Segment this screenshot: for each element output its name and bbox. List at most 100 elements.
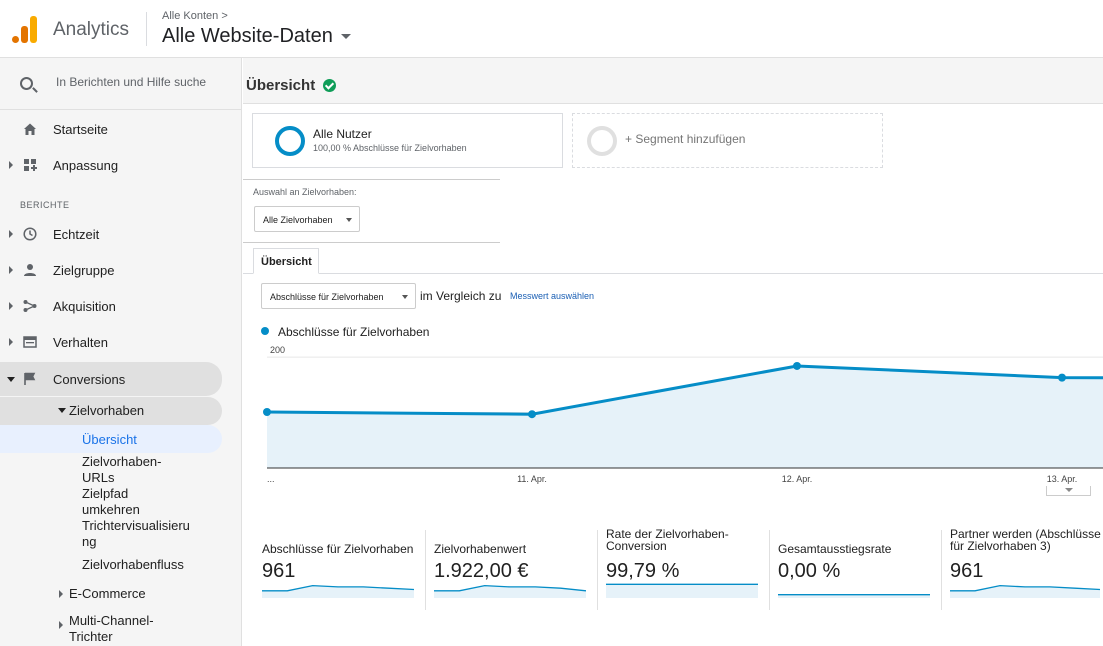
expand-arrow-icon: [9, 302, 13, 310]
sidebar-item-label: Conversions: [53, 372, 126, 387]
sidebar-item-acquisition[interactable]: Akquisition: [0, 291, 222, 321]
segment-name: Alle Nutzer: [313, 127, 372, 141]
search-input[interactable]: [56, 75, 206, 89]
choose-metric-link[interactable]: Messwert auswählen: [510, 291, 595, 301]
header-divider: [146, 12, 147, 46]
tab-overview[interactable]: Übersicht: [253, 248, 319, 274]
verified-check-icon: [323, 79, 336, 92]
compare-label: im Vergleich zu: [420, 289, 502, 303]
chevron-down-icon: [346, 218, 352, 222]
kpi-sparkline: [262, 584, 414, 598]
kpi-divider: [425, 530, 426, 610]
sparkline-area: [778, 594, 930, 598]
chart-expand-handle[interactable]: [1046, 486, 1091, 496]
page-title: Übersicht: [246, 77, 316, 94]
series-area: [267, 365, 1103, 468]
kpi-sparkline: [950, 584, 1100, 598]
kpi-card[interactable]: Abschlüsse für Zielvorhaben 961: [262, 528, 427, 613]
goal-select-label: Auswahl an Zielvorhaben:: [253, 187, 357, 197]
sidebar-item-customization[interactable]: Anpassung: [0, 150, 222, 180]
clock-icon: [23, 227, 37, 241]
kpi-value: 0,00 %: [778, 560, 841, 582]
sidebar-item-realtime[interactable]: Echtzeit: [0, 219, 222, 249]
expand-arrow-icon: [9, 230, 13, 238]
sidebar-item-label: Anpassung: [53, 158, 119, 173]
kpi-divider: [941, 530, 942, 610]
metric-select-value: Abschlüsse für Zielvorhaben: [270, 292, 384, 302]
sidebar-item-goals-overview[interactable]: Übersicht: [82, 432, 137, 447]
kpi-card[interactable]: Zielvorhabenwert 1.922,00 €: [434, 528, 599, 613]
sidebar-item-behavior[interactable]: Verhalten: [0, 327, 222, 357]
data-point[interactable]: [528, 410, 536, 419]
data-point[interactable]: [1058, 373, 1066, 382]
property-name: Alle Website-Daten: [162, 25, 333, 47]
tab-divider: [243, 273, 1103, 274]
goal-select-value: Alle Zielvorhaben: [263, 215, 333, 225]
sidebar-item-label: Echtzeit: [53, 227, 100, 242]
acquisition-icon: [23, 300, 37, 312]
add-segment-label: + Segment hinzufügen: [625, 132, 746, 146]
sidebar-item-goal-urls[interactable]: Zielvorhaben-URLs: [82, 454, 162, 485]
sidebar-item-label: Akquisition: [53, 299, 116, 314]
home-icon: [24, 123, 36, 135]
empty-segment-ring-icon: [587, 126, 617, 156]
kpi-divider: [769, 530, 770, 610]
kpi-name: Rate der Zielvorhaben-Conversion: [606, 527, 729, 553]
analytics-logo-icon[interactable]: [12, 15, 38, 43]
sidebar-item-home[interactable]: Startseite: [0, 114, 222, 144]
expand-arrow-icon: [9, 338, 13, 346]
sidebar-item-funnel-visualization[interactable]: Trichtervisualisierung: [82, 518, 190, 549]
sidebar-item-goal-flow[interactable]: Zielvorhabenfluss: [82, 557, 184, 572]
selected-highlight: [0, 425, 222, 453]
collapse-arrow-icon: [7, 377, 15, 382]
kpi-sparkline: [434, 584, 586, 598]
sidebar-item-conversions[interactable]: Conversions: [0, 362, 222, 396]
x-tick-label: 11. Apr.: [517, 474, 547, 484]
x-tick-label: 13. Apr.: [1047, 474, 1078, 484]
sidebar-item-goals[interactable]: Zielvorhaben: [0, 397, 222, 425]
search-icon: [20, 77, 33, 90]
kpi-card[interactable]: Gesamtausstiegsrate 0,00 %: [778, 528, 943, 613]
app-title: Analytics: [53, 19, 130, 40]
caret-down-icon: [340, 34, 351, 40]
person-icon: [24, 264, 36, 276]
sidebar-item-reverse-goal-path[interactable]: Zielpfad umkehren: [82, 486, 140, 517]
goal-select-dropdown[interactable]: Alle Zielvorhaben: [254, 206, 360, 232]
segment-subtitle: 100,00 % Abschlüsse für Zielvorhaben: [313, 143, 467, 153]
top-bar: Analytics Alle Konten > Alle Website-Dat…: [0, 0, 1103, 58]
sparkline-area: [606, 584, 758, 598]
property-selector[interactable]: Alle Website-Daten: [162, 25, 351, 48]
legend-marker: [261, 327, 269, 335]
sidebar-item-label: Zielvorhaben: [69, 403, 145, 418]
expand-arrow-icon: [9, 266, 13, 274]
kpi-name: Zielvorhabenwert: [434, 542, 527, 556]
sidebar-item-label: Startseite: [53, 122, 108, 137]
sidebar-item-multichannel[interactable]: Multi-Channel-Trichter: [0, 607, 222, 644]
sidebar-item-audience[interactable]: Zielgruppe: [0, 255, 222, 285]
chevron-down-icon: [402, 295, 408, 299]
dashboard-icon: [24, 159, 37, 171]
breadcrumb[interactable]: Alle Konten >: [162, 10, 228, 22]
sidebar-item-label: E-Commerce: [69, 586, 146, 601]
x-tick-label: ...: [267, 474, 275, 484]
kpi-value: 99,79 %: [606, 560, 680, 582]
kpi-divider: [597, 530, 598, 610]
kpi-name: Abschlüsse für Zielvorhaben: [262, 542, 414, 556]
expand-arrow-icon: [59, 621, 63, 629]
y-tick-label: 200: [270, 346, 285, 355]
segment-all-users[interactable]: Alle Nutzer 100,00 % Abschlüsse für Ziel…: [252, 113, 563, 168]
data-point[interactable]: [793, 361, 801, 370]
kpi-value: 961: [950, 560, 984, 582]
metric-select-dropdown[interactable]: Abschlüsse für Zielvorhaben: [261, 283, 416, 309]
data-point[interactable]: [263, 407, 271, 416]
kpi-card[interactable]: Rate der Zielvorhaben-Conversion 99,79 %: [606, 528, 771, 613]
kpi-name: Partner werden (Abschlüsse für Zielvorha…: [950, 527, 1101, 553]
goal-selection: Auswahl an Zielvorhaben: Alle Zielvorhab…: [243, 179, 500, 243]
sidebar-item-label: Multi-Channel-Trichter: [69, 613, 154, 644]
sidebar-item-label: Zielgruppe: [53, 263, 115, 278]
page-header: Übersicht: [243, 58, 1103, 104]
sidebar-search: [0, 58, 242, 110]
sidebar-item-ecommerce[interactable]: E-Commerce: [0, 580, 222, 608]
kpi-card[interactable]: Partner werden (Abschlüsse für Zielvorha…: [950, 528, 1103, 613]
add-segment-button[interactable]: + Segment hinzufügen: [572, 113, 883, 168]
